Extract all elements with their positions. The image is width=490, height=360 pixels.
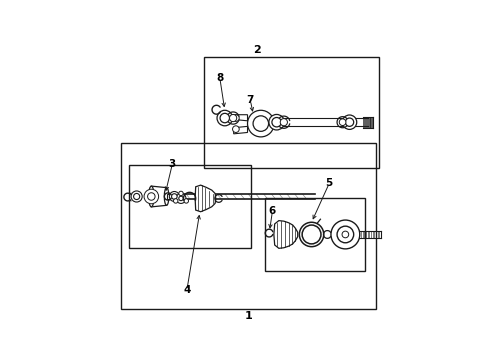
Polygon shape: [195, 185, 216, 212]
Polygon shape: [234, 115, 247, 121]
Ellipse shape: [148, 186, 154, 207]
Circle shape: [299, 222, 324, 247]
Circle shape: [233, 126, 239, 132]
Text: 4: 4: [183, 285, 191, 296]
Circle shape: [172, 194, 177, 199]
Polygon shape: [234, 126, 247, 134]
Circle shape: [280, 118, 288, 126]
Text: 2: 2: [253, 45, 261, 55]
Text: 3: 3: [169, 159, 176, 169]
Circle shape: [179, 191, 183, 195]
Circle shape: [345, 118, 354, 126]
Text: 7: 7: [246, 95, 254, 105]
Circle shape: [337, 226, 354, 243]
Polygon shape: [167, 194, 176, 199]
Circle shape: [339, 119, 346, 126]
Bar: [129, 165, 251, 248]
Polygon shape: [151, 186, 167, 207]
Circle shape: [272, 117, 281, 127]
Circle shape: [342, 231, 349, 238]
Circle shape: [173, 199, 178, 203]
Circle shape: [184, 199, 189, 203]
Circle shape: [269, 114, 284, 130]
Circle shape: [220, 113, 229, 123]
Text: 8: 8: [216, 73, 223, 83]
Circle shape: [343, 115, 357, 129]
Circle shape: [134, 193, 140, 199]
Bar: [204, 57, 379, 168]
Polygon shape: [274, 221, 298, 248]
Circle shape: [131, 191, 142, 202]
Circle shape: [217, 110, 233, 126]
Circle shape: [302, 225, 321, 244]
Text: 1: 1: [245, 311, 252, 321]
Circle shape: [253, 116, 269, 131]
Circle shape: [247, 110, 274, 137]
Circle shape: [170, 192, 179, 202]
Circle shape: [233, 115, 239, 121]
Circle shape: [179, 196, 183, 201]
Text: 5: 5: [326, 178, 333, 188]
Circle shape: [331, 220, 360, 249]
Bar: [121, 143, 376, 309]
Bar: [265, 198, 365, 270]
Circle shape: [144, 189, 159, 204]
Circle shape: [176, 193, 186, 203]
Text: 6: 6: [269, 206, 276, 216]
Ellipse shape: [164, 188, 169, 205]
Circle shape: [147, 193, 155, 200]
Circle shape: [229, 114, 237, 122]
